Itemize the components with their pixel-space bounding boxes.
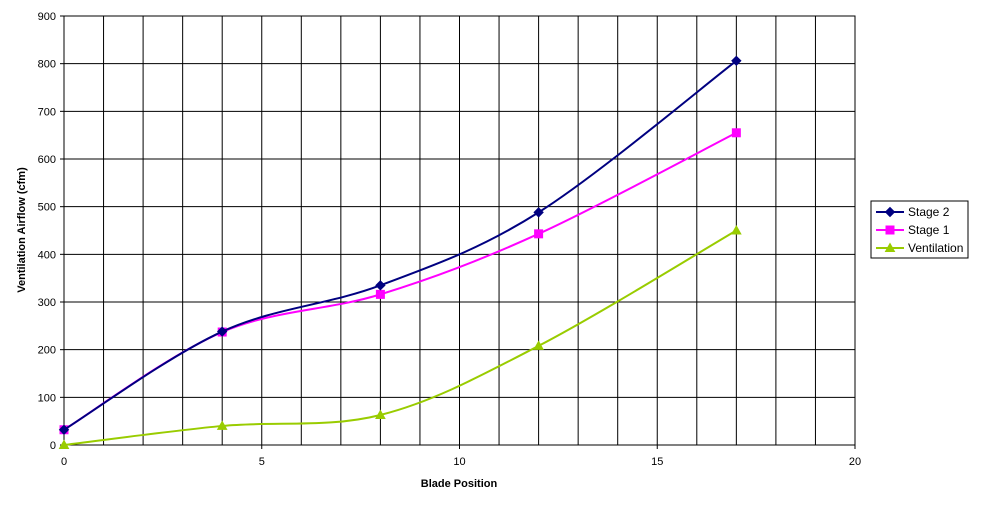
data-point-stage-2 xyxy=(216,326,228,337)
x-tick-label: 15 xyxy=(651,456,663,468)
series-line-stage-2 xyxy=(63,60,737,431)
data-point-stage-2 xyxy=(731,55,742,67)
data-point-stage-2 xyxy=(375,280,386,291)
y-tick-label: 800 xyxy=(38,59,56,71)
y-axis-title: Ventilation Airflow (cfm) xyxy=(16,167,28,293)
y-tick-label: 900 xyxy=(38,11,56,23)
x-tick-label: 5 xyxy=(259,456,265,468)
y-tick-label: 400 xyxy=(38,249,56,261)
data-point-stage-2 xyxy=(533,207,544,218)
y-tick-label: 600 xyxy=(38,154,56,166)
y-tick-label: 700 xyxy=(38,106,56,118)
data-point-ventilation xyxy=(730,224,742,235)
series xyxy=(58,55,742,449)
y-tick-label: 300 xyxy=(38,297,56,309)
legend-label-stage-1: Stage 1 xyxy=(908,223,950,237)
legend-marker-ventilation xyxy=(884,242,896,252)
legend-item-ventilation: Ventilation xyxy=(876,241,963,255)
x-tick-label: 20 xyxy=(849,456,861,468)
x-tick-label: 0 xyxy=(61,456,67,468)
x-tick-label: 10 xyxy=(453,456,465,468)
legend-marker-stage-1 xyxy=(885,225,895,235)
legend-label-ventilation: Ventilation xyxy=(908,241,963,255)
legend-item-stage-1: Stage 1 xyxy=(876,223,950,237)
data-point-ventilation xyxy=(216,420,228,430)
x-axis-title: Blade Position xyxy=(421,478,498,490)
data-point-stage-1 xyxy=(375,289,385,299)
series-stage-1 xyxy=(59,128,741,435)
data-point-ventilation xyxy=(58,439,70,449)
grid xyxy=(64,16,855,445)
legend-item-stage-2: Stage 2 xyxy=(876,205,950,219)
y-tick-label: 100 xyxy=(38,392,56,404)
y-tick-label: 0 xyxy=(50,440,56,452)
legend: Stage 2 Stage 1 Ventilation xyxy=(870,200,969,259)
series-stage-2 xyxy=(58,55,742,435)
axis-ticks: 0 100 200 300 400 500 600 700 800 900 0 5 10 15 20 xyxy=(38,11,861,468)
data-point-stage-1 xyxy=(534,229,544,239)
legend-label-stage-2: Stage 2 xyxy=(908,205,950,219)
y-tick-label: 200 xyxy=(38,345,56,357)
data-point-ventilation xyxy=(375,409,386,419)
data-point-ventilation xyxy=(533,340,544,350)
series-line-ventilation xyxy=(63,229,737,446)
data-point-stage-1 xyxy=(731,128,741,138)
y-tick-label: 500 xyxy=(38,202,56,214)
data-point-stage-2 xyxy=(58,424,70,435)
series-line-stage-1 xyxy=(63,131,737,431)
series-ventilation xyxy=(58,224,742,449)
legend-marker-stage-2 xyxy=(884,206,896,218)
